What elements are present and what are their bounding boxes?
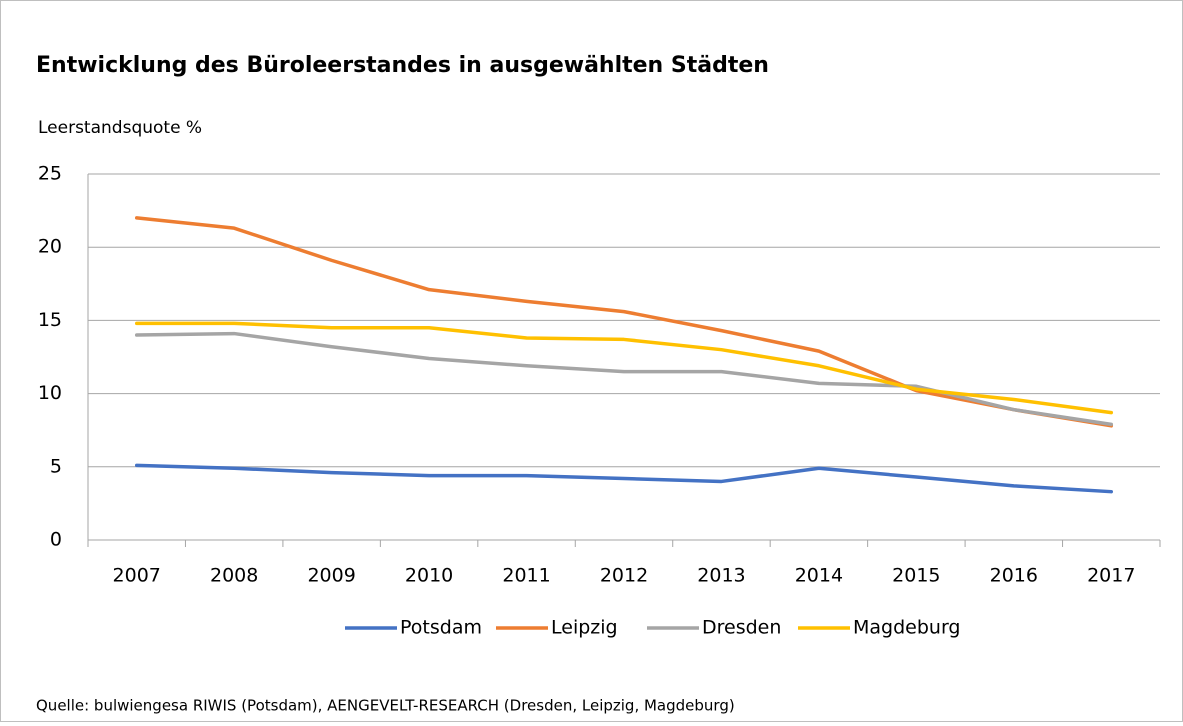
- x-tick-label: 2007: [113, 565, 161, 587]
- x-tick-label: 2016: [990, 565, 1038, 587]
- x-tick-label: 2014: [795, 565, 843, 587]
- x-tick-label: 2013: [697, 565, 745, 587]
- x-tick-label: 2010: [405, 565, 453, 587]
- chart-title: Entwicklung des Büroleerstandes in ausge…: [36, 53, 769, 78]
- legend-label: Magdeburg: [853, 617, 961, 639]
- y-tick-label: 20: [38, 236, 62, 258]
- series-line: [134, 216, 1114, 428]
- y-tick-label: 5: [50, 455, 62, 477]
- x-tick-label: 2009: [307, 565, 355, 587]
- y-tick-label: 15: [38, 309, 62, 331]
- source-note: Quelle: bulwiengesa RIWIS (Potsdam), AEN…: [36, 697, 735, 715]
- y-tick-label: 10: [38, 382, 62, 404]
- x-tick-label: 2017: [1087, 565, 1135, 587]
- y-axis-label: Leerstandsquote %: [38, 118, 202, 138]
- legend-label: Dresden: [702, 617, 781, 639]
- series-line: [134, 463, 1114, 494]
- x-tick-label: 2015: [892, 565, 940, 587]
- y-tick-label: 0: [50, 529, 62, 551]
- x-tick-label: 2008: [210, 565, 258, 587]
- legend-label: Leipzig: [551, 617, 618, 639]
- x-tick-label: 2011: [502, 565, 550, 587]
- x-tick-label: 2012: [600, 565, 648, 587]
- y-tick-label: 25: [38, 163, 62, 185]
- series-line: [134, 321, 1114, 415]
- legend-label: Potsdam: [400, 617, 482, 639]
